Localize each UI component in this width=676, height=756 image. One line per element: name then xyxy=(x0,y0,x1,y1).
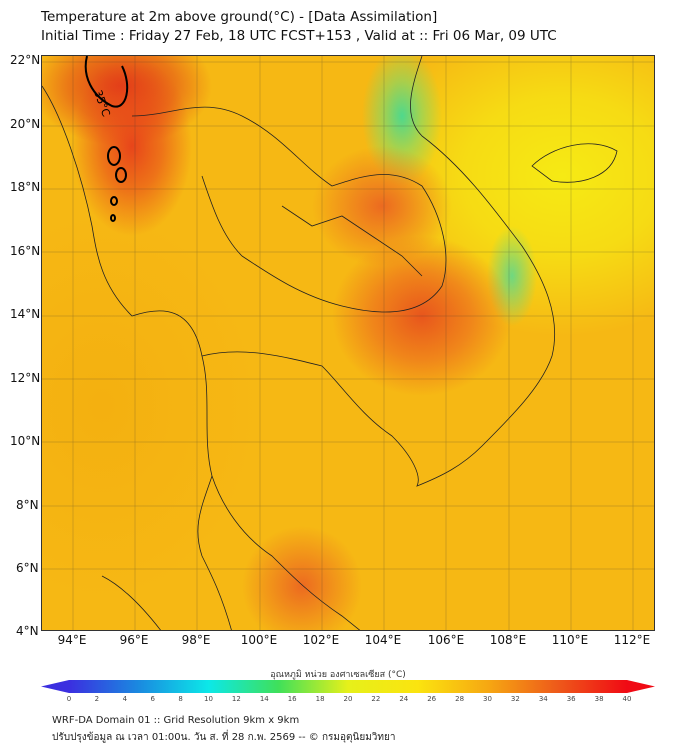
lat-label: 16°N xyxy=(10,244,41,258)
temperature-map: 35°C xyxy=(41,55,655,631)
lat-label: 14°N xyxy=(10,307,41,321)
colorbar-tick: 8 xyxy=(178,695,183,703)
map-title: Temperature at 2m above ground(°C) - [Da… xyxy=(41,9,438,25)
coastlines-borders xyxy=(42,56,618,630)
colorbar-tick: 26 xyxy=(427,695,437,703)
lat-label: 6°N xyxy=(16,561,39,575)
colorbar-tick: 28 xyxy=(455,695,465,703)
colorbar xyxy=(41,680,655,693)
colorbar-tick: 32 xyxy=(510,695,520,703)
contour-35c xyxy=(84,56,129,222)
lon-label: 112°E xyxy=(613,633,651,647)
colorbar-tick: 38 xyxy=(594,695,604,703)
lat-label: 22°N xyxy=(10,53,41,67)
colorbar-tick: 34 xyxy=(538,695,548,703)
map-subtitle: Initial Time : Friday 27 Feb, 18 UTC FCS… xyxy=(41,28,557,44)
lon-label: 102°E xyxy=(302,633,340,647)
colorbar-tick: 2 xyxy=(94,695,100,703)
lon-label: 100°E xyxy=(240,633,278,647)
colorbar-tick: 30 xyxy=(483,695,492,703)
lat-label: 12°N xyxy=(10,371,41,385)
map-overlay: 35°C xyxy=(42,56,654,630)
colorbar-tick: 4 xyxy=(122,695,128,703)
colorbar-tick: 18 xyxy=(315,695,325,703)
colorbar-tick: 20 xyxy=(343,695,353,703)
colorbar-ramp xyxy=(69,680,627,693)
colorbar-tick: 6 xyxy=(150,695,155,703)
colorbar-tick: 16 xyxy=(287,695,297,703)
footer-model-info: WRF-DA Domain 01 :: Grid Resolution 9km … xyxy=(52,715,300,726)
gridlines xyxy=(42,56,654,630)
colorbar-tick: 24 xyxy=(399,695,409,703)
footer-update-info: ปรับปรุงข้อมูล ณ เวลา 01:00น. วัน ส. ที่… xyxy=(52,732,396,743)
lon-label: 104°E xyxy=(364,633,402,647)
colorbar-tick: 14 xyxy=(259,695,269,703)
colorbar-low-arrow xyxy=(41,680,69,693)
colorbar-tick: 40 xyxy=(622,695,632,703)
colorbar-tick: 0 xyxy=(66,695,72,703)
lon-label: 98°E xyxy=(181,633,211,647)
lat-label: 20°N xyxy=(10,117,41,131)
lat-label: 10°N xyxy=(10,434,41,448)
lon-label: 108°E xyxy=(489,633,527,647)
lat-label: 18°N xyxy=(10,180,41,194)
lon-label: 94°E xyxy=(57,633,87,647)
colorbar-high-arrow xyxy=(627,680,655,693)
colorbar-label: อุณหภูมิ หน่วย องศาเซลเซียส (°C) xyxy=(270,670,406,680)
lat-label: 8°N xyxy=(16,498,39,512)
lon-label: 96°E xyxy=(119,633,149,647)
lon-label: 106°E xyxy=(427,633,465,647)
colorbar-tick: 36 xyxy=(566,695,576,703)
lat-label: 4°N xyxy=(16,624,39,638)
contour-label: 35°C xyxy=(91,88,113,118)
lon-label: 110°E xyxy=(551,633,589,647)
colorbar-tick: 10 xyxy=(204,695,213,703)
colorbar-tick: 12 xyxy=(231,695,241,703)
colorbar-tick: 22 xyxy=(371,695,381,703)
